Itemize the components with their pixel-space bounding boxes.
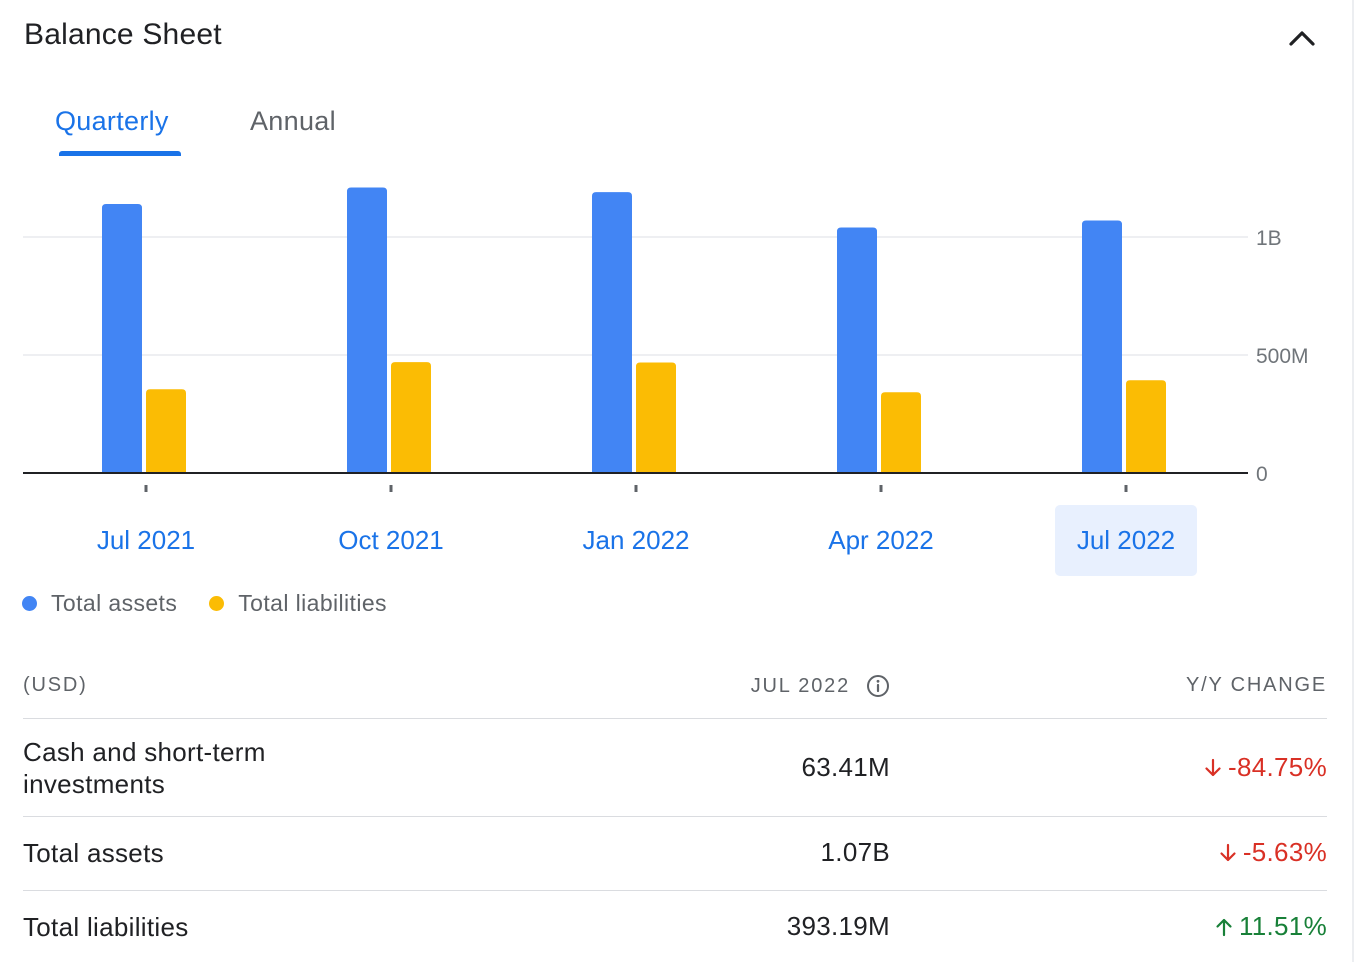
chevron-up-icon — [1289, 31, 1315, 46]
row-change: -5.63% — [1217, 837, 1327, 868]
arrow-down-icon — [1205, 758, 1221, 776]
x-tick-label[interactable]: Apr 2022 — [828, 525, 934, 555]
tab-active-indicator — [59, 151, 181, 156]
chart-legend: Total assets Total liabilities — [22, 590, 419, 617]
balance-sheet-table: (USD) JUL 2022 Y/Y CHANGE Cash and short… — [23, 650, 1327, 964]
bar-total-liabilities — [391, 362, 431, 473]
header-yy-change: Y/Y CHANGE — [1186, 674, 1327, 696]
y-tick-label: 1B — [1256, 227, 1282, 250]
header-currency: (USD) — [23, 674, 88, 696]
header-period-label: JUL 2022 — [750, 674, 850, 697]
section-title: Balance Sheet — [24, 18, 222, 51]
legend-dot-total-liabilities — [209, 596, 225, 611]
legend-label-total-assets: Total assets — [51, 590, 178, 616]
info-icon[interactable] — [866, 674, 890, 698]
row-change-value: 11.51% — [1238, 911, 1327, 941]
row-value: 393.19M — [786, 911, 890, 941]
row-change-value: -5.63% — [1242, 837, 1327, 867]
bar-total-assets — [592, 192, 632, 473]
row-label: Total liabilities — [23, 912, 189, 942]
row-label: Cash and short-term investments — [23, 737, 266, 799]
bar-total-assets — [837, 227, 877, 473]
card-border — [1352, 0, 1354, 962]
collapse-button[interactable] — [1282, 20, 1322, 56]
tab-annual[interactable]: Annual — [250, 106, 336, 136]
legend-label-total-liabilities: Total liabilities — [238, 590, 387, 616]
bar-total-liabilities — [636, 362, 676, 473]
header-period: JUL 2022 — [751, 674, 890, 698]
bar-total-liabilities — [146, 389, 186, 473]
tab-quarterly[interactable]: Quarterly — [55, 106, 169, 136]
row-value: 63.41M — [801, 752, 890, 782]
x-tick-label[interactable]: Jul 2022 — [1077, 525, 1175, 555]
legend-item-total-assets: Total assets — [22, 590, 177, 617]
table-row: Total assets 1.07B -5.63% — [23, 817, 1327, 891]
table-row: Cash and short-term investments 63.41M -… — [23, 719, 1327, 817]
selected-period-highlight — [1055, 505, 1197, 576]
bar-total-assets — [1082, 220, 1122, 473]
row-label: Total assets — [23, 838, 164, 868]
row-value: 1.07B — [820, 837, 890, 867]
table-header: (USD) JUL 2022 Y/Y CHANGE — [23, 650, 1327, 719]
x-tick-label[interactable]: Jul 2021 — [97, 525, 195, 555]
y-tick-label: 0 — [1256, 463, 1268, 486]
bar-total-assets — [102, 203, 142, 473]
arrow-up-icon — [1216, 918, 1232, 936]
legend-item-total-liabilities: Total liabilities — [209, 590, 387, 617]
table-row: Total liabilities 393.19M 11.51% — [23, 891, 1327, 964]
arrow-down-icon — [1220, 843, 1236, 861]
y-tick-label: 500M — [1256, 345, 1309, 368]
bar-total-liabilities — [881, 392, 921, 473]
x-tick-label[interactable]: Jan 2022 — [583, 525, 690, 555]
row-change: 11.51% — [1213, 911, 1327, 942]
bar-total-liabilities — [1126, 380, 1166, 473]
legend-dot-total-assets — [22, 596, 37, 611]
row-change-value: -84.75% — [1228, 752, 1327, 782]
bar-total-assets — [347, 187, 387, 473]
x-tick-label[interactable]: Oct 2021 — [338, 525, 444, 555]
balance-sheet-chart: 0 500M 1B Jul 2021 Oct 2021 Jan 2022 Apr 2022 J… — [23, 187, 1309, 576]
row-change: -84.75% — [1202, 752, 1327, 783]
